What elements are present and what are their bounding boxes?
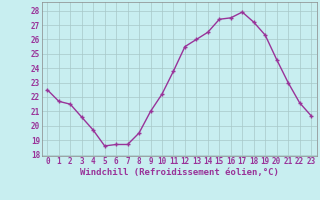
X-axis label: Windchill (Refroidissement éolien,°C): Windchill (Refroidissement éolien,°C)	[80, 168, 279, 177]
